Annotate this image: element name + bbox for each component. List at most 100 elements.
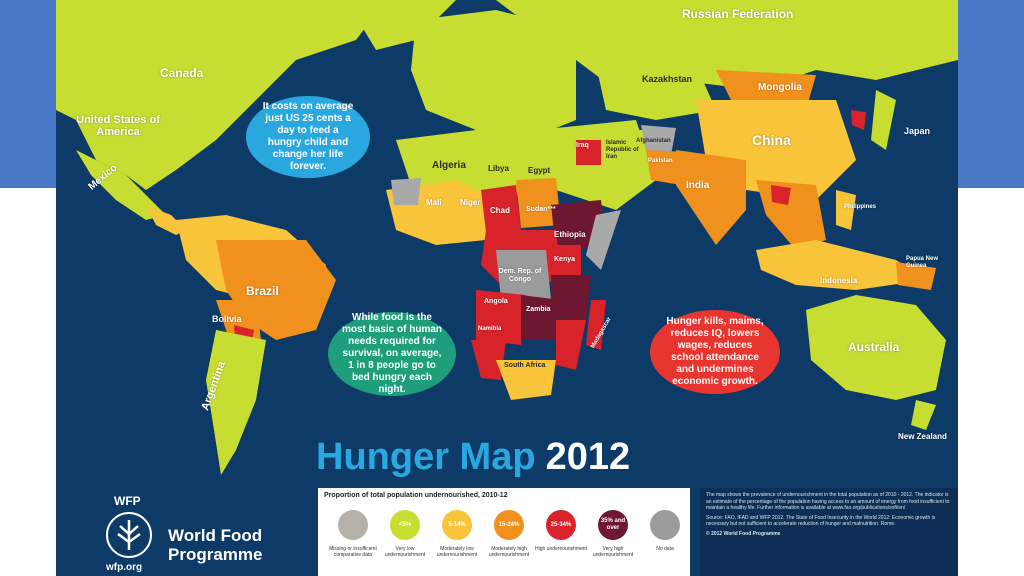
legend-label: High undernourishment bbox=[535, 546, 587, 552]
region-zambia bbox=[521, 295, 561, 340]
cost-bubble: It costs on average just US 25 cents a d… bbox=[246, 96, 370, 178]
label-egypt: Egypt bbox=[528, 166, 551, 175]
region-namibia bbox=[471, 340, 506, 380]
region-laos bbox=[771, 185, 791, 205]
cost-bubble-text: It costs on average just US 25 cents a d… bbox=[262, 101, 354, 172]
legend-label: Missing or insufficient comparative data bbox=[329, 546, 377, 558]
legend-label: Very high undernourishment bbox=[592, 546, 634, 558]
region-mexico bbox=[76, 150, 166, 220]
label-afghanistan: Afghanistan bbox=[636, 138, 671, 144]
legend-swatch bbox=[338, 510, 368, 540]
label-brazil: Brazil bbox=[246, 284, 279, 298]
title-year: 2012 bbox=[545, 436, 631, 478]
wfp-name-line2: Programme bbox=[168, 545, 263, 564]
legend-swatch: <5% bbox=[390, 510, 420, 540]
region-south-africa bbox=[496, 360, 556, 400]
note-source: Source: FAO, IFAD and WFP 2012. The Stat… bbox=[706, 514, 936, 528]
label-mali: Mali bbox=[426, 198, 442, 207]
slide-accent-left bbox=[0, 0, 56, 188]
region-tanzania bbox=[551, 275, 591, 320]
region-papua bbox=[896, 262, 936, 290]
legend-swatch: 35% and over bbox=[598, 510, 628, 540]
legend-swatch: 25-34% bbox=[546, 510, 576, 540]
label-drc: Dem. Rep. of Congo bbox=[498, 268, 542, 283]
title-hunger-map: Hunger Map bbox=[316, 436, 536, 478]
region-india bbox=[676, 150, 746, 245]
label-libya: Libya bbox=[488, 164, 509, 173]
world-map bbox=[56, 0, 958, 475]
region-new-zealand bbox=[911, 400, 936, 430]
label-niger: Niger bbox=[460, 198, 481, 207]
label-iran: Islamic Republic of Iran bbox=[606, 140, 639, 160]
region-kazakhstan bbox=[596, 65, 716, 120]
hunger-kills-bubble: Hunger kills, maims, reduces IQ, lowers … bbox=[650, 310, 780, 394]
map-title: Hunger Map 2012 bbox=[316, 436, 630, 479]
wfp-branding: WFP World Food Programme wfp.org bbox=[56, 488, 306, 576]
legend-label: Very low undernourishment bbox=[384, 546, 426, 558]
note-copyright: © 2012 World Food Programme bbox=[706, 530, 781, 537]
label-russia: Russian Federation bbox=[682, 7, 794, 21]
label-japan: Japan bbox=[904, 126, 931, 136]
region-japan bbox=[871, 90, 896, 150]
wfp-emblem-icon bbox=[106, 512, 152, 558]
label-sudan: Sudan*** bbox=[526, 206, 556, 213]
region-europe bbox=[411, 10, 576, 140]
region-kenya bbox=[551, 245, 581, 280]
label-usa: United States of America bbox=[76, 114, 160, 138]
region-iraq bbox=[568, 140, 601, 165]
food-need-bubble-text: While food is the most basic of human ne… bbox=[342, 312, 443, 395]
legend-label: No data bbox=[656, 546, 674, 552]
region-korea bbox=[851, 110, 866, 130]
region-angola bbox=[476, 290, 526, 345]
label-iraq: Iraq bbox=[576, 142, 589, 149]
slide-accent-right bbox=[958, 0, 1024, 188]
label-chad: Chad bbox=[490, 206, 510, 215]
food-need-bubble: While food is the most basic of human ne… bbox=[328, 312, 456, 396]
legend-label: Moderately low undernourishment bbox=[436, 546, 478, 558]
region-madagascar bbox=[586, 300, 606, 350]
label-kenya: Kenya bbox=[554, 256, 576, 263]
legend-swatch bbox=[650, 510, 680, 540]
label-new-zealand: New Zealand bbox=[898, 432, 947, 441]
legend-swatch: 15-24% bbox=[494, 510, 524, 540]
legend-title: Proportion of total population undernour… bbox=[324, 492, 508, 499]
label-indonesia: Indonesia bbox=[820, 276, 858, 285]
wfp-name-line1: World Food bbox=[168, 526, 263, 545]
hunger-kills-bubble-text: Hunger kills, maims, reduces IQ, lowers … bbox=[666, 316, 764, 387]
region-australia bbox=[806, 295, 946, 400]
region-north-america bbox=[56, 0, 386, 190]
region-philippines bbox=[836, 190, 856, 230]
label-canada: Canada bbox=[160, 66, 204, 80]
label-mongolia: Mongolia bbox=[758, 82, 802, 93]
region-central-america bbox=[146, 205, 186, 235]
region-drc bbox=[496, 250, 551, 300]
source-notes: The map shows the prevalence of undernou… bbox=[700, 488, 958, 576]
hunger-map-poster: Russian Federation Canada United States … bbox=[56, 0, 958, 576]
label-bolivia: Bolivia bbox=[212, 314, 242, 324]
legend-label: Moderately high undernourishment bbox=[488, 546, 530, 558]
region-indonesia bbox=[756, 240, 926, 290]
label-kazakhstan: Kazakhstan bbox=[642, 74, 693, 84]
region-greenland bbox=[346, 0, 456, 50]
note-description: The map shows the prevalence of undernou… bbox=[706, 492, 950, 511]
label-algeria: Algeria bbox=[432, 160, 466, 171]
label-china: China bbox=[752, 132, 791, 148]
label-angola: Angola bbox=[484, 298, 508, 305]
region-mauritania bbox=[391, 178, 421, 205]
region-sudan bbox=[516, 178, 561, 228]
label-zambia: Zambia bbox=[526, 306, 551, 313]
region-somalia bbox=[586, 210, 621, 270]
label-south-africa: South Africa bbox=[504, 362, 546, 369]
region-mozambique bbox=[556, 320, 586, 370]
wfp-full-name: World Food Programme bbox=[168, 526, 262, 564]
legend: Proportion of total population undernour… bbox=[318, 488, 690, 576]
region-chad bbox=[481, 185, 521, 232]
region-afghanistan bbox=[641, 125, 676, 155]
label-pakistan: Pakistan bbox=[648, 158, 673, 164]
label-philippines: Philippines bbox=[844, 204, 877, 210]
wfp-short-name: WFP bbox=[114, 494, 141, 508]
wfp-url: wfp.org bbox=[106, 562, 143, 573]
label-namibia: Namibia bbox=[478, 326, 502, 332]
legend-swatch: 5-14% bbox=[442, 510, 472, 540]
region-argentina bbox=[206, 330, 266, 475]
